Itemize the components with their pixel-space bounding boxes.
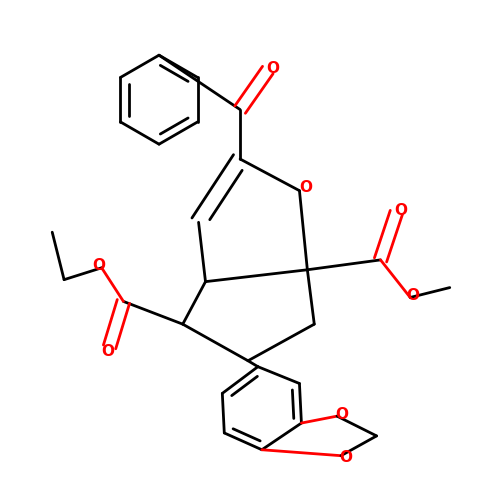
Text: O: O [92, 258, 105, 274]
Text: O: O [266, 60, 279, 76]
Text: O: O [101, 344, 114, 360]
Text: O: O [406, 288, 420, 303]
Text: O: O [299, 180, 312, 195]
Text: O: O [336, 406, 348, 422]
Text: O: O [340, 450, 352, 465]
Text: O: O [394, 203, 407, 218]
